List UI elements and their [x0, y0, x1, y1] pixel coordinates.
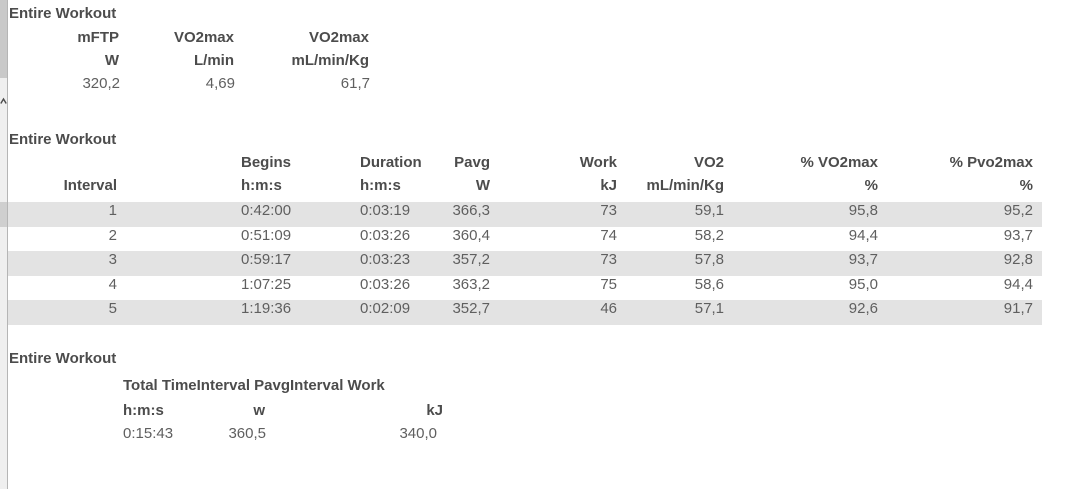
- cell: 363,2: [452, 275, 490, 293]
- column-header: % Pvo2max: [949, 154, 1033, 171]
- cell: 95,0: [848, 275, 878, 293]
- metric-value: 320,2: [82, 75, 120, 92]
- cell: 1:07:25: [241, 275, 292, 293]
- cell: 0:02:09: [360, 300, 411, 318]
- cell: 0:03:26: [360, 226, 411, 244]
- column-unit: w: [253, 402, 265, 419]
- column-header: Pavg: [454, 154, 490, 171]
- cell: 95,8: [848, 202, 878, 219]
- metric-unit: L/min: [194, 52, 234, 69]
- left-scrollbar[interactable]: [0, 0, 8, 489]
- column-unit: mL/min/Kg: [646, 177, 725, 194]
- cell: 73: [600, 202, 617, 219]
- row-stripe: [8, 300, 1042, 325]
- metric-value: 61,7: [340, 75, 370, 92]
- cell: 46: [600, 300, 617, 318]
- cell: 0:42:00: [241, 202, 292, 219]
- column-unit: %: [1019, 177, 1033, 194]
- metric-value: 4,69: [205, 75, 235, 92]
- section-title: Entire Workout: [9, 131, 117, 148]
- metric-unit: W: [104, 52, 119, 69]
- cell: 58,2: [694, 226, 724, 244]
- summary-value: 340,0: [399, 425, 437, 442]
- metric-label: mFTP: [77, 29, 119, 46]
- column-header: % VO2max: [800, 154, 878, 171]
- cell: 58,6: [694, 275, 724, 293]
- column-unit: %: [864, 177, 878, 194]
- chevron-up-icon[interactable]: [0, 92, 7, 104]
- cell: 2: [108, 226, 117, 244]
- row-stripe: [8, 251, 1042, 276]
- cell: 0:03:26: [360, 275, 411, 293]
- scrollbar-thumb-top[interactable]: [0, 0, 7, 78]
- cell: 93,7: [1003, 226, 1033, 244]
- column-header: Interval Work: [290, 377, 385, 394]
- cell: 73: [600, 251, 617, 269]
- column-unit: h:m:s: [360, 177, 401, 194]
- cell: 95,2: [1003, 202, 1033, 219]
- column-header: Duration: [360, 154, 422, 171]
- cell: 91,7: [1003, 300, 1033, 318]
- cell: 4: [108, 275, 117, 293]
- column-unit: W: [475, 177, 490, 194]
- summary-headers: Total TimeInterval PavgInterval Work: [123, 376, 385, 396]
- cell: 0:03:19: [360, 202, 411, 219]
- cell: 74: [600, 226, 617, 244]
- column-unit: kJ: [600, 177, 617, 194]
- cell: 59,1: [694, 202, 724, 219]
- cell: 92,8: [1003, 251, 1033, 269]
- cell: 93,7: [848, 251, 878, 269]
- column-header: Begins: [241, 154, 292, 171]
- column-unit: Interval: [63, 177, 117, 194]
- summary-value: 0:15:43: [123, 425, 174, 442]
- column-header: Work: [579, 154, 617, 171]
- cell: 366,3: [452, 202, 490, 219]
- column-unit: kJ: [426, 402, 443, 419]
- cell: 3: [108, 251, 117, 269]
- metric-label: VO2max: [173, 29, 234, 46]
- cell: 1:19:36: [241, 300, 292, 318]
- cell: 0:51:09: [241, 226, 292, 244]
- cell: 94,4: [848, 226, 878, 244]
- cell: 0:03:23: [360, 251, 411, 269]
- cell: 75: [600, 275, 617, 293]
- metric-label: VO2max: [308, 29, 369, 46]
- column-unit: h:m:s: [123, 402, 164, 419]
- cell: 352,7: [452, 300, 490, 318]
- column-header: VO2: [693, 154, 724, 171]
- summary-value: 360,5: [228, 425, 266, 442]
- cell: 5: [108, 300, 117, 318]
- cell: 57,8: [694, 251, 724, 269]
- cell: 1: [108, 202, 117, 219]
- section-title: Entire Workout: [9, 5, 117, 22]
- cell: 0:59:17: [241, 251, 292, 269]
- column-header: Total Time: [123, 377, 197, 394]
- cell: 57,1: [694, 300, 724, 318]
- metric-unit: mL/min/Kg: [291, 52, 370, 69]
- column-unit: h:m:s: [241, 177, 282, 194]
- cell: 94,4: [1003, 275, 1033, 293]
- cell: 357,2: [452, 251, 490, 269]
- cell: 92,6: [848, 300, 878, 318]
- section-title: Entire Workout: [9, 350, 117, 367]
- row-stripe: [8, 202, 1042, 227]
- scrollbar-thumb[interactable]: [0, 202, 7, 227]
- column-header: Interval Pavg: [196, 377, 291, 394]
- cell: 360,4: [452, 226, 490, 244]
